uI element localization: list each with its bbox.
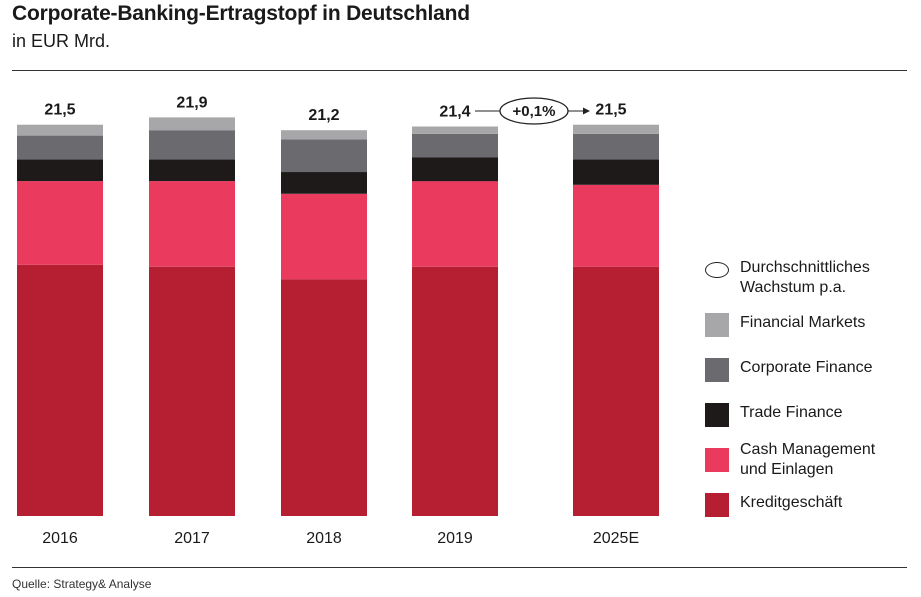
legend-swatch bbox=[705, 358, 729, 382]
legend-swatch bbox=[705, 313, 729, 337]
bar-segment-kreditgesch-ft-2025e bbox=[573, 266, 659, 516]
legend-item-trade-finance: Trade Finance bbox=[705, 403, 843, 427]
growth-ellipse bbox=[499, 97, 569, 125]
legend-swatch bbox=[705, 448, 729, 472]
total-label-2025e: 21,5 bbox=[595, 102, 626, 119]
growth-annotation-group: +0,1% bbox=[475, 97, 590, 125]
bar-segment-trade-finance-2017 bbox=[149, 159, 235, 182]
bar-segment-kreditgesch-ft-2016 bbox=[17, 264, 103, 516]
bar-segment-cash-management-und-einlagen-2025e bbox=[573, 184, 659, 267]
bar-segment-corporate-finance-2018 bbox=[281, 139, 367, 173]
chart-subtitle: in EUR Mrd. bbox=[12, 31, 111, 51]
bar-segment-trade-finance-2025e bbox=[573, 159, 659, 185]
bar-segment-cash-management-und-einlagen-2018 bbox=[281, 193, 367, 280]
total-labels-group: 21,5 21,9 21,2 21,4 21,5 bbox=[44, 94, 626, 124]
legend-swatch bbox=[705, 403, 729, 427]
arrowhead-icon bbox=[583, 107, 590, 115]
x-tick-label: 2016 bbox=[42, 530, 78, 547]
bar-segment-financial-markets-2019 bbox=[412, 126, 498, 134]
bar-segment-trade-finance-2018 bbox=[281, 172, 367, 194]
bar-segment-cash-management-und-einlagen-2017 bbox=[149, 181, 235, 267]
legend-label: Kreditgeschäft bbox=[740, 494, 843, 511]
legend-label: Financial Markets bbox=[740, 314, 866, 331]
x-tick-label: 2019 bbox=[437, 530, 473, 547]
bar-segment-trade-finance-2016 bbox=[17, 159, 103, 182]
legend-item-cash-management: Cash Management und Einlagen bbox=[705, 440, 875, 480]
legend-label: Corporate Finance bbox=[740, 359, 873, 376]
legend-item-growth: Durchschnittliches Wachstum p.a. bbox=[705, 258, 870, 298]
bar-segment-trade-finance-2019 bbox=[412, 157, 498, 182]
total-label-2017: 21,9 bbox=[176, 94, 207, 111]
legend-item-corporate-finance: Corporate Finance bbox=[705, 358, 873, 382]
legend-label: Cash Management und Einlagen bbox=[740, 441, 876, 478]
x-tick-label: 2025E bbox=[593, 530, 639, 547]
top-divider bbox=[12, 70, 907, 71]
bar-segment-corporate-finance-2025e bbox=[573, 133, 659, 160]
bottom-divider bbox=[12, 567, 907, 568]
x-tick-label: 2018 bbox=[306, 530, 342, 547]
bar-segment-financial-markets-2017 bbox=[149, 117, 235, 131]
legend-label: Trade Finance bbox=[740, 404, 843, 421]
bar-segment-corporate-finance-2019 bbox=[412, 133, 498, 158]
bar-segment-kreditgesch-ft-2019 bbox=[412, 266, 498, 516]
x-axis-labels-group: 2016 2017 2018 2019 2025E bbox=[42, 530, 639, 547]
bar-segment-cash-management-und-einlagen-2016 bbox=[17, 181, 103, 265]
bar-segment-cash-management-und-einlagen-2019 bbox=[412, 181, 498, 267]
chart-title: Corporate-Banking-Ertragstopf in Deutsch… bbox=[12, 2, 470, 25]
bar-segment-financial-markets-2025e bbox=[573, 124, 659, 134]
legend-label: Durchschnittliches Wachstum p.a. bbox=[740, 259, 870, 296]
bar-segment-corporate-finance-2017 bbox=[149, 130, 235, 160]
total-label-2018: 21,2 bbox=[308, 107, 339, 124]
bar-segment-financial-markets-2018 bbox=[281, 130, 367, 140]
growth-rate-label: +0,1% bbox=[513, 103, 556, 120]
legend-swatch bbox=[705, 493, 729, 517]
ellipse-icon bbox=[705, 262, 729, 278]
bar-segment-kreditgesch-ft-2017 bbox=[149, 266, 235, 516]
bar-segment-kreditgesch-ft-2018 bbox=[281, 279, 367, 516]
source-note: Quelle: Strategy& Analyse bbox=[12, 577, 152, 591]
x-tick-label: 2017 bbox=[174, 530, 210, 547]
bar-segment-corporate-finance-2016 bbox=[17, 135, 103, 160]
legend-item-kreditgeschaeft: Kreditgeschäft bbox=[705, 493, 842, 517]
legend-item-financial-markets: Financial Markets bbox=[705, 313, 865, 337]
bar-segment-financial-markets-2016 bbox=[17, 124, 103, 136]
total-label-2016: 21,5 bbox=[44, 102, 75, 119]
total-label-2019: 21,4 bbox=[439, 104, 470, 121]
bars-group bbox=[17, 117, 659, 516]
